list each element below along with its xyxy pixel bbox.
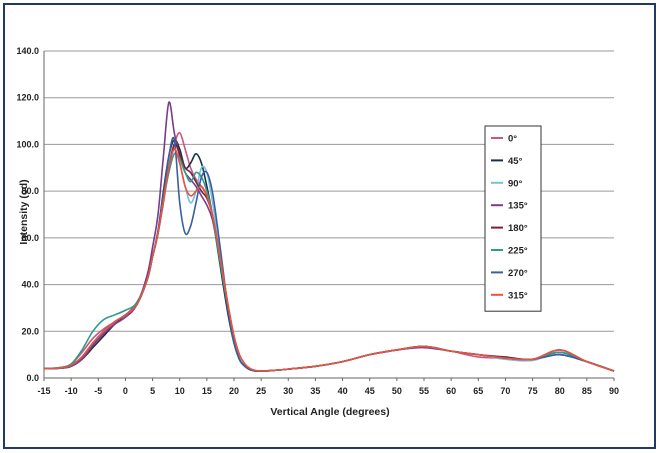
x-tick-label: 70 [500, 386, 510, 396]
x-tick-label: 90 [609, 386, 619, 396]
x-tick-label: 40 [338, 386, 348, 396]
x-tick-label: 10 [175, 386, 185, 396]
legend: 0° 45° 90° 135° 180° 225° 270° 315° [484, 125, 542, 312]
legend-label: 180° [508, 223, 528, 234]
legend-label: 90° [508, 178, 523, 189]
y-tick-label: 60.0 [21, 233, 39, 243]
x-tick-label: 45 [365, 386, 375, 396]
x-tick-label: -10 [65, 386, 78, 396]
legend-label: 0° [508, 134, 517, 145]
x-tick-label: 65 [473, 386, 483, 396]
legend-label: 315° [508, 290, 528, 301]
x-tick-label: 80 [555, 386, 565, 396]
series-lines [43, 101, 615, 372]
y-tick-label: 140.0 [16, 46, 39, 56]
y-tick-label: 0.0 [26, 373, 39, 383]
y-tick-label: 20.0 [21, 326, 39, 336]
x-tick-label: 50 [392, 386, 402, 396]
x-tick-label: 5 [150, 386, 155, 396]
x-axis-title: Vertical Angle (degrees) [270, 406, 389, 418]
legend-label: 225° [508, 246, 528, 257]
x-tick-label: 60 [446, 386, 456, 396]
series-line-7 [43, 148, 615, 372]
axes [43, 51, 615, 381]
x-tick-label: 55 [419, 386, 429, 396]
y-tick-label: 40.0 [21, 280, 39, 290]
x-tick-label: 20 [229, 386, 239, 396]
legend-box [484, 125, 542, 312]
x-tick-labels: -15 -10 -5 0 5 10 15 20 25 30 35 40 45 50 55 60 65 70 75 80… [37, 386, 619, 396]
y-axis-title: Intensity (cd) [18, 179, 30, 244]
y-tick-label: 120.0 [16, 93, 39, 103]
x-tick-label: 0 [123, 386, 128, 396]
y-tick-label: 80.0 [21, 186, 39, 196]
x-tick-label: -15 [37, 386, 50, 396]
x-tick-label: 25 [256, 386, 266, 396]
x-tick-label: 15 [202, 386, 212, 396]
x-tick-label: 75 [528, 386, 538, 396]
legend-label: 270° [508, 268, 528, 279]
legend-label: 135° [508, 201, 528, 212]
x-tick-label: 35 [310, 386, 320, 396]
x-tick-label: -5 [94, 386, 102, 396]
y-tick-label: 100.0 [16, 139, 39, 149]
x-tick-label: 30 [283, 386, 293, 396]
x-tick-label: 85 [582, 386, 592, 396]
y-tick-labels: 0.0 20.0 40.0 60.0 80.0 100.0 120.0 140.0 [16, 46, 39, 383]
legend-label: 45° [508, 156, 523, 167]
